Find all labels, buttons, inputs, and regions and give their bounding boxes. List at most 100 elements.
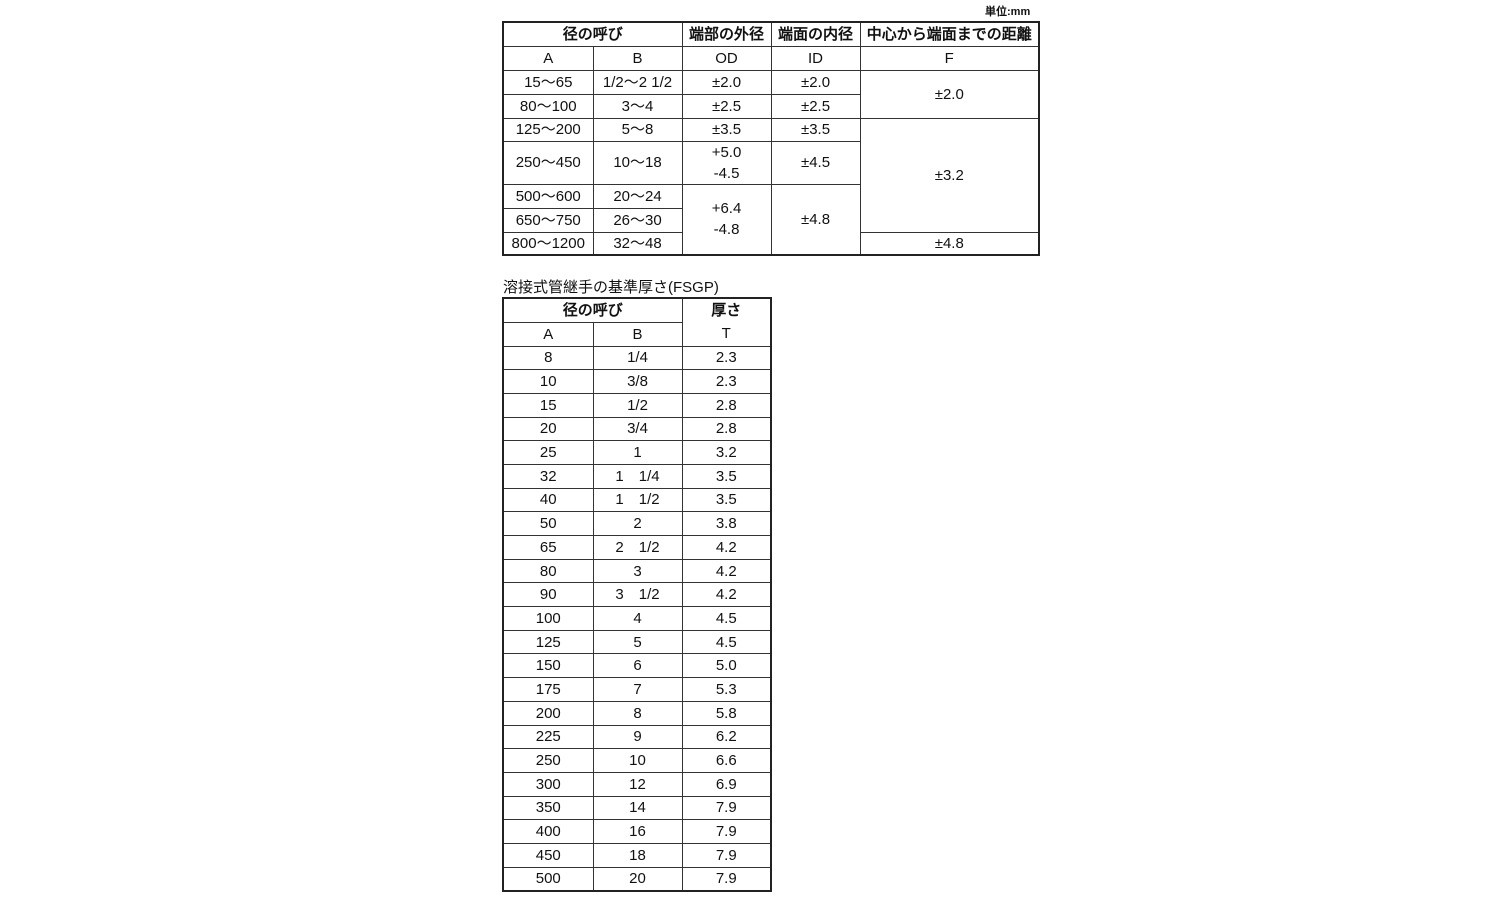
header-f-title: 中心から端面までの距離: [859, 21, 1040, 47]
cell-b: 5: [592, 629, 683, 655]
cell-a: 15: [502, 392, 594, 418]
table-row: 200 8 5.8: [502, 700, 772, 726]
cell-b: 12: [592, 771, 683, 797]
cell-t: 2.3: [681, 369, 772, 394]
cell-a: 125〜200: [502, 117, 594, 142]
cell-a: 450: [502, 842, 594, 868]
thickness-table-title: 溶接式管継手の基準厚さ(FSGP): [503, 279, 719, 296]
table-row: 250〜450 10〜18 +5.0 -4.5 ±4.5: [502, 140, 1039, 185]
cell-b: 14: [592, 795, 683, 821]
cell-a: 650〜750: [502, 207, 594, 233]
header-a: A: [502, 45, 594, 71]
cell-a: 350: [502, 795, 594, 821]
cell-b: 8: [592, 700, 683, 726]
cell-t: 4.2: [681, 582, 772, 608]
cell-b: 1/2: [592, 392, 683, 418]
cell-b: 7: [592, 677, 683, 702]
cell-t: 4.2: [681, 535, 772, 560]
cell-b: 3〜4: [592, 93, 683, 119]
table-row: 125〜200 5〜8 ±3.5 ±3.5 ±3.2: [502, 117, 1040, 233]
cell-t: 3.5: [681, 487, 772, 513]
cell-b: 1/2〜2 1/2: [592, 69, 683, 95]
cell-b: 4: [592, 606, 683, 631]
cell-a: 10: [502, 369, 594, 394]
cell-b: 3/4: [592, 416, 683, 442]
cell-b: 18: [592, 842, 683, 868]
cell-a: 200: [502, 700, 594, 726]
table-row: 8 1/4 2.3: [502, 345, 772, 371]
table-row: 350 14 7.9: [502, 795, 772, 821]
cell-b: 32〜48: [592, 231, 683, 256]
cell-a: 250〜450: [502, 140, 594, 185]
cell-t: 4.2: [681, 558, 772, 584]
cell-t: 6.6: [681, 748, 772, 773]
cell-t: 6.9: [681, 771, 772, 797]
table-row: 400 16 7.9: [502, 819, 772, 844]
header-t-title: 厚さ: [681, 297, 772, 322]
cell-a: 250: [502, 748, 594, 773]
cell-a: 50: [502, 511, 594, 536]
table-row: 20 3/4 2.8: [502, 416, 772, 442]
cell-a: 80〜100: [502, 93, 594, 119]
cell-a: 40: [502, 487, 594, 513]
cell-od: +5.0 -4.5: [681, 140, 772, 185]
table-row: 650〜750 26〜30: [502, 207, 1039, 233]
cell-b: 1 1/4: [592, 463, 683, 489]
cell-a: 300: [502, 771, 594, 797]
cell-b: 2 1/2: [592, 535, 683, 560]
cell-b: 6: [592, 653, 683, 679]
cell-b: 3: [592, 558, 683, 584]
header-f: F: [859, 45, 1040, 71]
cell-a: 8: [502, 345, 594, 371]
cell-t: 4.5: [681, 606, 772, 631]
cell-a: 80: [502, 558, 594, 584]
cell-a: 225: [502, 724, 594, 750]
thickness-table: 径の呼び 厚さ A B T 8 1/4 2.3 10 3/8 2.3 15 1/2 2.8 20 3…: [502, 297, 773, 892]
cell-id: ±4.8: [770, 183, 861, 256]
cell-b: 1 1/2: [592, 487, 683, 513]
cell-b: 20〜24: [592, 183, 683, 209]
cell-a: 800〜1200: [502, 231, 594, 256]
cell-a: 500: [502, 866, 594, 892]
cell-od: ±3.5: [681, 117, 772, 142]
header-od-title: 端部の外径: [681, 21, 772, 47]
header-b: B: [592, 321, 683, 347]
table-row: 250 10 6.6: [502, 748, 772, 773]
cell-a: 20: [502, 416, 594, 442]
cell-t: 5.0: [681, 653, 772, 679]
cell-f: ±2.0: [859, 69, 1040, 119]
cell-a: 175: [502, 677, 594, 702]
cell-t: 3.2: [681, 440, 772, 465]
cell-a: 90: [502, 582, 594, 608]
table-row: 100 4 4.5: [502, 606, 772, 631]
cell-t: 2.8: [681, 416, 772, 442]
cell-od: +6.4 -4.8: [681, 183, 772, 256]
cell-t: 4.5: [681, 629, 772, 655]
cell-b: 3/8: [592, 369, 683, 394]
header-t: T: [681, 322, 772, 347]
table-row: 175 7 5.3: [502, 677, 772, 702]
table-row: 50 2 3.8: [502, 511, 772, 536]
cell-b: 10〜18: [592, 140, 683, 185]
table-row: 800〜1200 32〜48 ±4.8: [502, 231, 1040, 256]
table-row: 300 12 6.9: [502, 771, 772, 797]
cell-a: 400: [502, 819, 594, 844]
table-row: 65 2 1/2 4.2: [502, 535, 772, 560]
table-row: 450 18 7.9: [502, 842, 772, 868]
table-row: 225 9 6.2: [502, 724, 772, 750]
cell-t: 7.9: [681, 819, 772, 844]
cell-b: 3 1/2: [592, 582, 683, 608]
header-a: A: [502, 321, 594, 347]
cell-b: 16: [592, 819, 683, 844]
unit-label: 単位:mm: [985, 6, 1031, 18]
table-row: 40 1 1/2 3.5: [502, 487, 772, 513]
table-row: 500 20 7.9: [502, 866, 772, 892]
table-row: 15 1/2 2.8: [502, 392, 772, 418]
cell-t: 6.2: [681, 724, 772, 750]
cell-id: ±2.0: [770, 69, 861, 95]
cell-t: 2.8: [681, 392, 772, 418]
table-row: 25 1 3.2: [502, 440, 772, 465]
cell-b: 1: [592, 440, 683, 465]
header-id-title: 端面の内径: [770, 21, 861, 47]
cell-b: 26〜30: [592, 207, 683, 233]
